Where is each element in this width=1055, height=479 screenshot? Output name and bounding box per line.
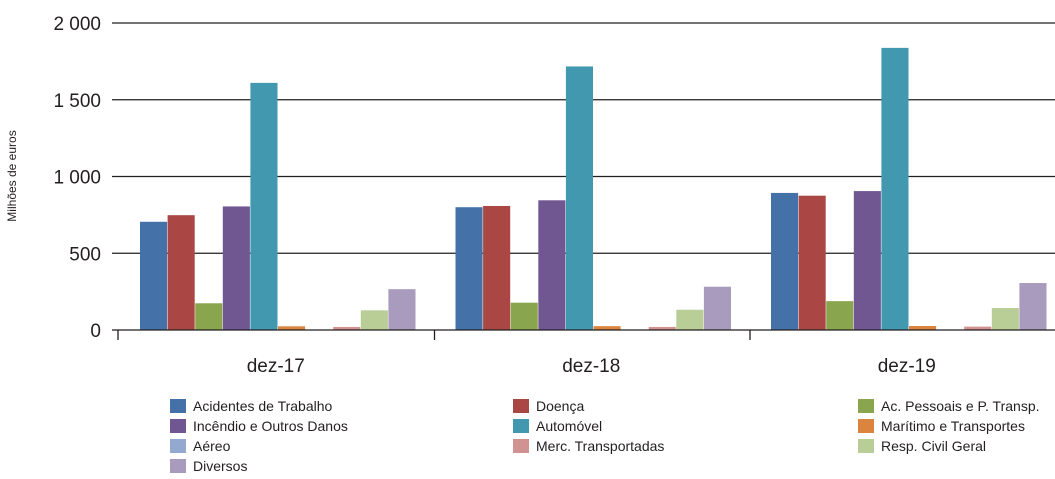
y-tick-label: 500 bbox=[69, 244, 101, 265]
legend-label: Acidentes de Trabalho bbox=[193, 398, 333, 414]
x-tick-label: dez-19 bbox=[878, 356, 936, 377]
legend-swatch bbox=[170, 399, 186, 413]
bar bbox=[360, 310, 388, 330]
bar bbox=[703, 286, 731, 330]
y-axis-label: Milhões de euros bbox=[5, 130, 19, 221]
bar bbox=[798, 195, 826, 330]
legend-swatch bbox=[513, 419, 529, 433]
legend-label: Merc. Transportadas bbox=[536, 438, 664, 454]
x-axis: dez-17 dez-18 dez-19 bbox=[112, 329, 1055, 377]
legend: Acidentes de Trabalho Doença Ac. Pessoais … bbox=[170, 398, 1040, 474]
y-tick-label: 0 bbox=[90, 321, 101, 342]
bar bbox=[853, 191, 881, 330]
bar bbox=[964, 326, 992, 330]
bar bbox=[278, 326, 306, 330]
bar bbox=[222, 206, 250, 330]
legend-label: Marítimo e Transportes bbox=[881, 418, 1025, 434]
bar bbox=[483, 205, 511, 330]
bar bbox=[333, 326, 361, 330]
legend-label: Doença bbox=[536, 398, 584, 414]
legend-swatch bbox=[513, 399, 529, 413]
bar bbox=[826, 301, 854, 330]
bar bbox=[538, 200, 566, 330]
bar bbox=[195, 303, 223, 330]
bar bbox=[676, 309, 704, 330]
legend-swatch bbox=[170, 459, 186, 473]
legend-label: Ac. Pessoais e P. Transp. bbox=[881, 398, 1040, 414]
y-tick-label: 2 000 bbox=[53, 14, 101, 35]
legend-swatch bbox=[170, 439, 186, 453]
y-tick-label: 1 500 bbox=[53, 91, 101, 112]
bar bbox=[167, 215, 195, 330]
bar bbox=[909, 326, 937, 330]
bar bbox=[455, 207, 483, 330]
bar bbox=[565, 66, 593, 331]
bar bbox=[771, 192, 799, 330]
legend-label: Automóvel bbox=[536, 418, 602, 434]
bar bbox=[250, 82, 278, 331]
bar bbox=[140, 221, 168, 330]
legend-swatch bbox=[858, 439, 874, 453]
legend-label: Resp. Civil Geral bbox=[881, 438, 986, 454]
y-tick-label: 1 000 bbox=[53, 168, 101, 189]
legend-swatch bbox=[858, 399, 874, 413]
legend-swatch bbox=[513, 439, 529, 453]
x-tick-label: dez-17 bbox=[247, 356, 305, 377]
bar bbox=[881, 47, 909, 330]
bar bbox=[648, 326, 676, 330]
legend-swatch bbox=[858, 419, 874, 433]
bar bbox=[593, 326, 621, 330]
y-axis-ticks: 0 500 1 000 1 500 2 000 bbox=[53, 14, 101, 342]
legend-label: Aéreo bbox=[193, 438, 231, 454]
legend-label: Incêndio e Outros Danos bbox=[193, 418, 348, 434]
bar bbox=[1019, 283, 1047, 330]
bar bbox=[510, 302, 538, 330]
legend-swatch bbox=[170, 419, 186, 433]
bar bbox=[991, 308, 1019, 330]
bar bbox=[388, 289, 416, 330]
x-tick-label: dez-18 bbox=[562, 356, 620, 377]
bars bbox=[140, 47, 1047, 331]
legend-label: Diversos bbox=[193, 458, 247, 474]
